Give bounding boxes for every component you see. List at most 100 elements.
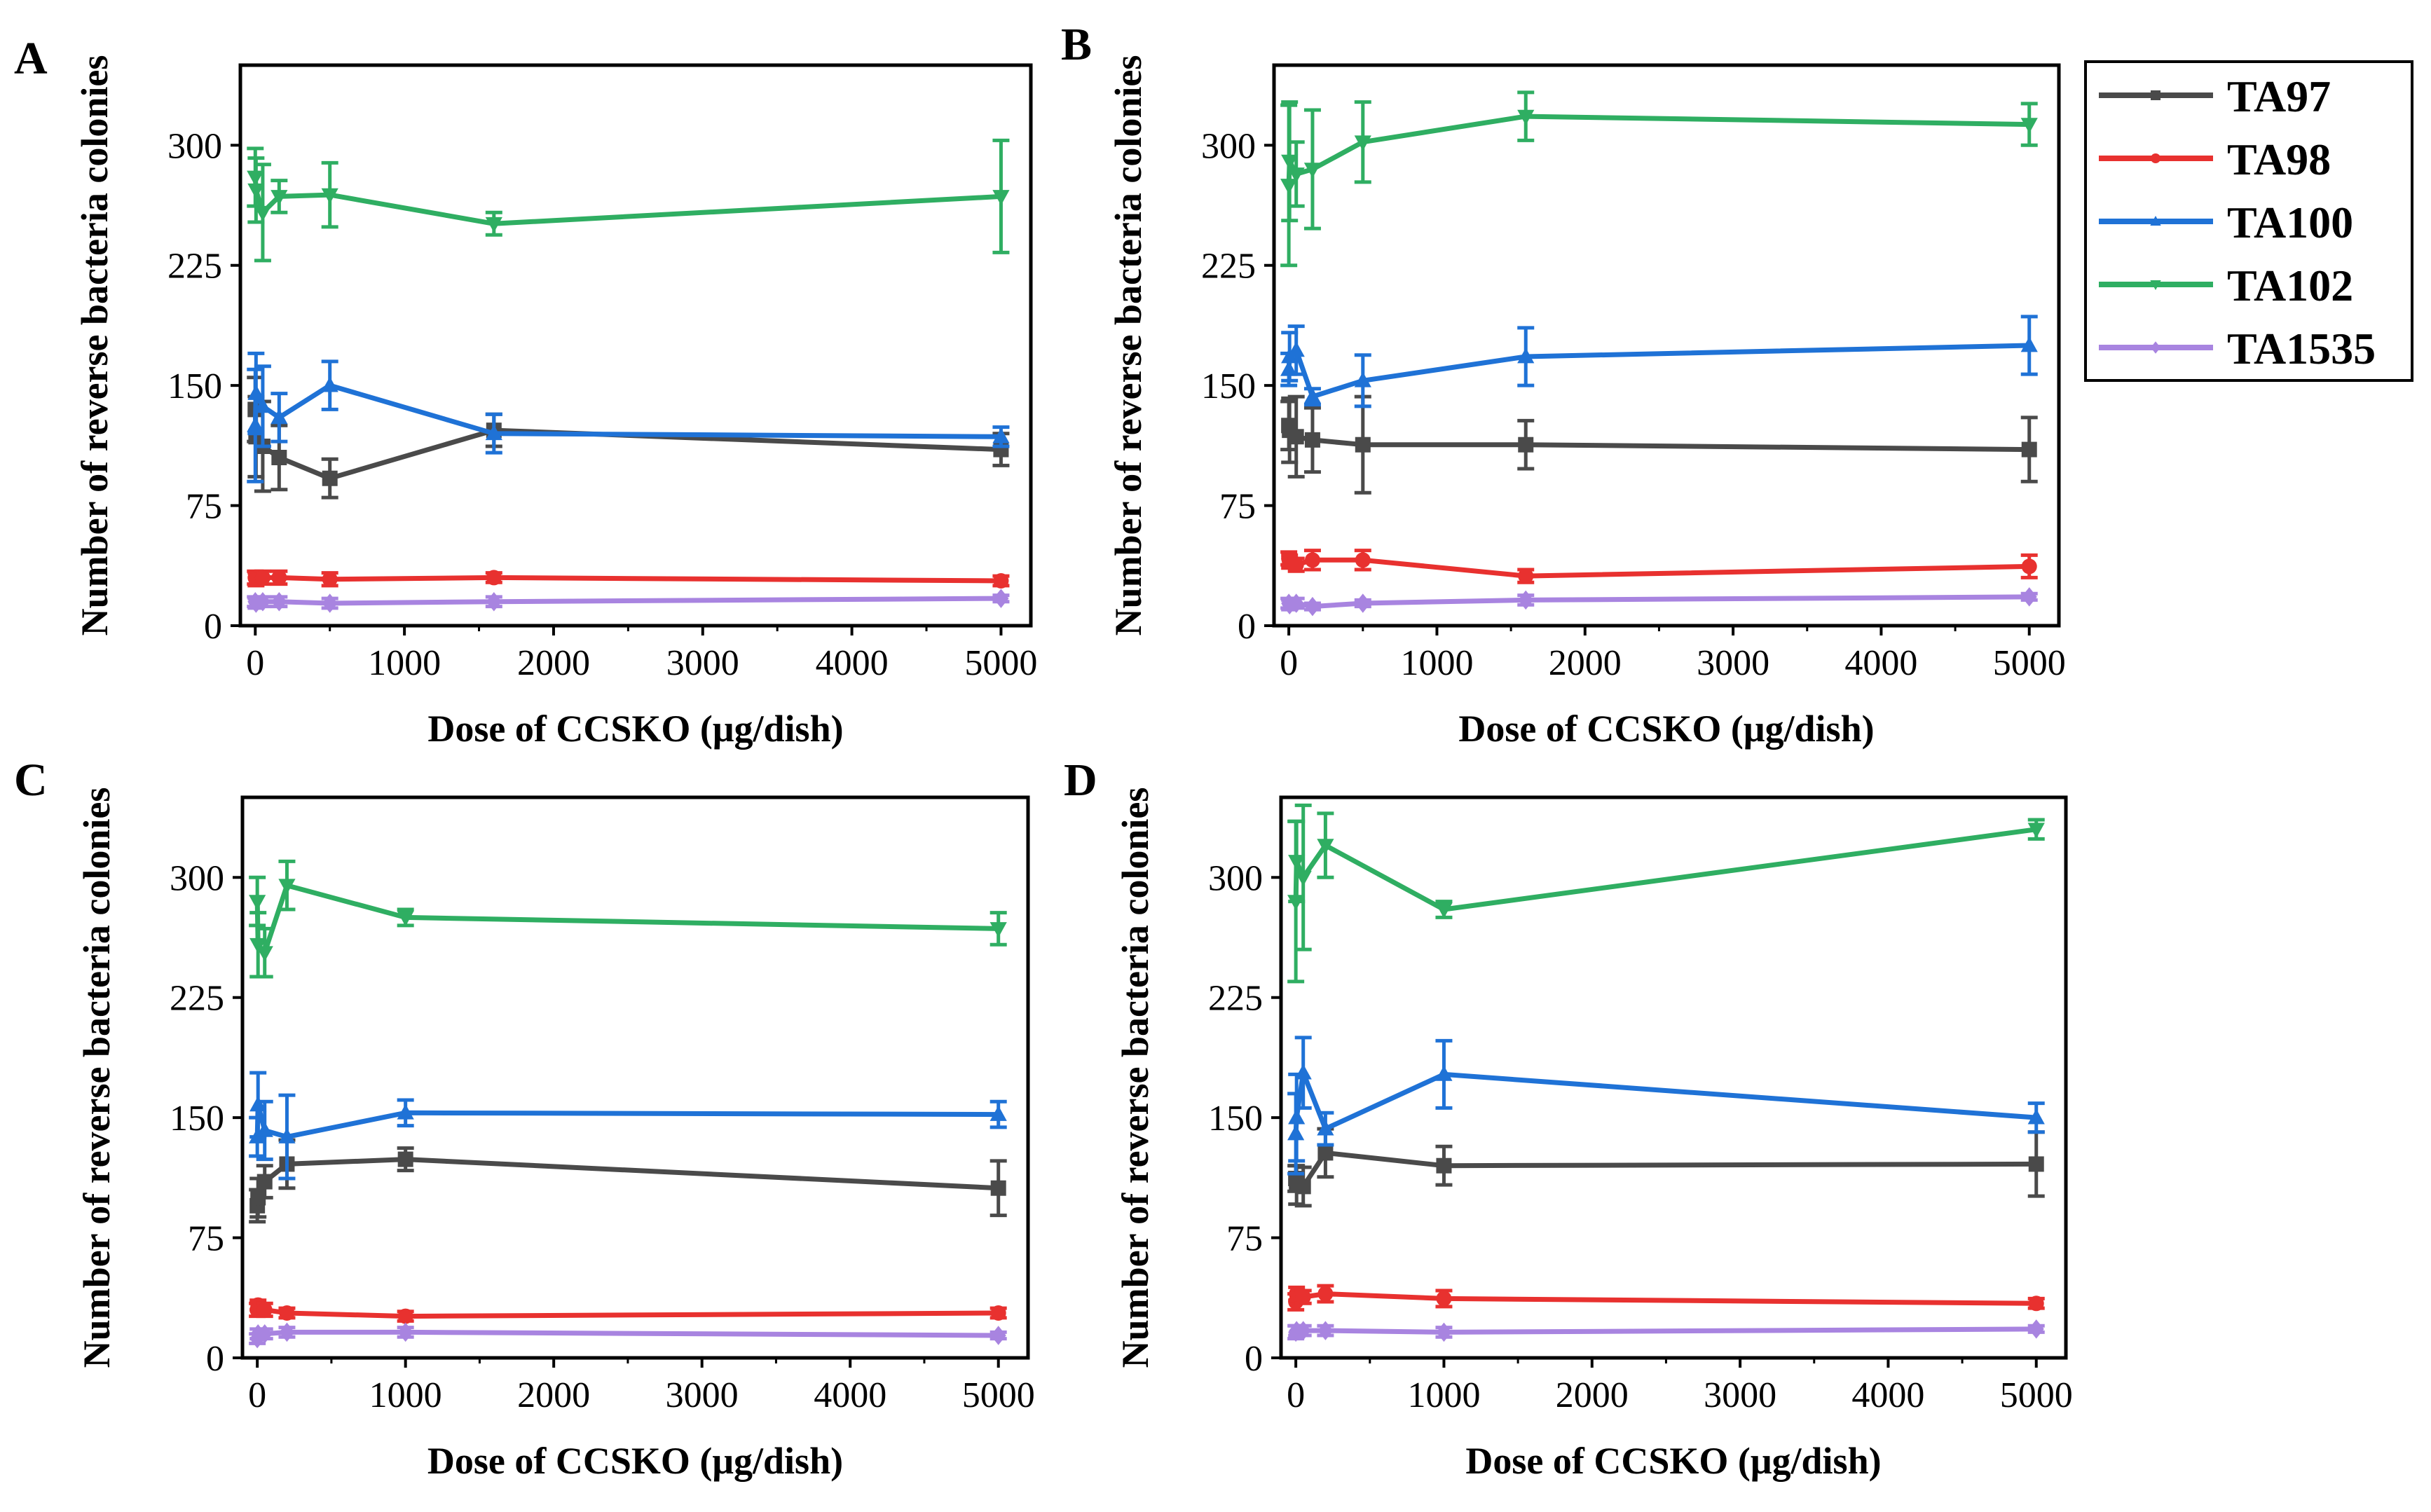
data-point bbox=[1355, 593, 1371, 613]
series-line bbox=[252, 177, 1001, 226]
x-tick-label: 2000 bbox=[1549, 643, 1622, 683]
data-point bbox=[271, 450, 287, 465]
data-point bbox=[1288, 1108, 1306, 1125]
x-tick-label: 5000 bbox=[1993, 643, 2066, 683]
x-tick-label: 0 bbox=[1287, 1375, 1305, 1415]
data-point bbox=[254, 205, 272, 221]
legend-marker bbox=[2150, 215, 2161, 226]
legend-marker bbox=[2150, 280, 2161, 291]
x-tick-label: 3000 bbox=[666, 1375, 739, 1415]
series-line bbox=[1293, 1070, 2036, 1134]
data-point bbox=[278, 1127, 296, 1143]
data-point bbox=[1317, 1321, 1334, 1340]
y-tick-label: 225 bbox=[167, 247, 222, 287]
series-ta100 bbox=[249, 1071, 1007, 1181]
series-line bbox=[1293, 1291, 2036, 1306]
data-point bbox=[322, 593, 338, 613]
data-point bbox=[1288, 557, 1304, 573]
data-point bbox=[1287, 167, 1305, 184]
data-point bbox=[2021, 587, 2037, 607]
data-point bbox=[485, 217, 502, 233]
x-axis-title: Dose of CCSKO (μg/dish) bbox=[427, 1440, 843, 1482]
data-point bbox=[247, 384, 265, 400]
data-point bbox=[1317, 839, 1334, 855]
series-line bbox=[253, 596, 1001, 606]
data-point bbox=[485, 425, 502, 441]
legend-marker bbox=[2151, 341, 2160, 354]
x-tick-label: 2000 bbox=[1556, 1375, 1629, 1415]
x-axis-title: Dose of CCSKO (μg/dish) bbox=[427, 708, 843, 750]
panel-label: D bbox=[1064, 755, 1097, 806]
data-point bbox=[1287, 341, 1305, 357]
data-point bbox=[321, 188, 338, 204]
data-point bbox=[1295, 1178, 1311, 1195]
series-ta102 bbox=[1280, 90, 2038, 268]
series-line bbox=[254, 1102, 999, 1140]
y-tick-label: 0 bbox=[206, 1339, 224, 1379]
series-ta102 bbox=[249, 859, 1007, 979]
data-point bbox=[1295, 1321, 1311, 1340]
series-line bbox=[254, 1329, 999, 1340]
y-tick-label: 0 bbox=[1245, 1339, 1263, 1379]
y-axis-title: Number of reverse bacteria colonies bbox=[74, 55, 116, 636]
x-tick-label: 4000 bbox=[1844, 643, 1917, 683]
x-tick-label: 0 bbox=[248, 1375, 266, 1415]
data-point bbox=[2028, 1295, 2044, 1312]
series-line bbox=[1286, 343, 2029, 399]
series-line bbox=[1286, 557, 2029, 579]
series-ta97 bbox=[1287, 1127, 2045, 1208]
y-tick-label: 300 bbox=[1208, 858, 1263, 898]
data-point bbox=[989, 1105, 1007, 1121]
data-point bbox=[1303, 387, 1322, 404]
x-tick-label: 4000 bbox=[816, 643, 889, 683]
x-tick-label: 1000 bbox=[369, 1375, 442, 1415]
data-point bbox=[1317, 1120, 1334, 1136]
series-ta100 bbox=[1280, 315, 2038, 408]
data-point bbox=[990, 1326, 1006, 1345]
legend-label: TA102 bbox=[2227, 261, 2353, 310]
data-point bbox=[322, 571, 338, 587]
data-point bbox=[1517, 348, 1535, 364]
data-point bbox=[486, 570, 502, 586]
data-point bbox=[254, 570, 271, 586]
data-point bbox=[271, 570, 287, 586]
data-point bbox=[1317, 1145, 1334, 1161]
data-point bbox=[2027, 1108, 2045, 1125]
x-tick-label: 2000 bbox=[517, 1375, 590, 1415]
data-point bbox=[1304, 596, 1320, 617]
x-tick-label: 5000 bbox=[962, 1375, 1035, 1415]
data-point bbox=[1303, 163, 1322, 179]
x-tick-label: 3000 bbox=[1697, 643, 1769, 683]
data-point bbox=[254, 397, 272, 413]
data-point bbox=[278, 879, 296, 895]
data-point bbox=[397, 911, 414, 927]
data-point bbox=[1518, 568, 1534, 584]
data-point bbox=[1288, 429, 1304, 445]
y-tick-label: 0 bbox=[204, 607, 222, 647]
data-point bbox=[1288, 855, 1306, 871]
x-axis-title: Dose of CCSKO (μg/dish) bbox=[1458, 708, 1874, 750]
y-tick-label: 75 bbox=[1219, 487, 1256, 527]
series-ta98 bbox=[1287, 1284, 2045, 1312]
data-point bbox=[2027, 823, 2045, 839]
series-ta1535 bbox=[1280, 587, 2038, 617]
data-point bbox=[1436, 1291, 1452, 1307]
data-point bbox=[1518, 437, 1534, 453]
data-point bbox=[397, 1322, 413, 1342]
data-point bbox=[247, 183, 265, 199]
data-point bbox=[322, 470, 338, 486]
legend-entry-ta1535: TA1535 bbox=[2099, 324, 2376, 373]
y-tick-label: 300 bbox=[1201, 126, 1256, 166]
y-tick-label: 150 bbox=[1201, 366, 1256, 406]
data-point bbox=[486, 591, 502, 612]
legend-entry-ta100: TA100 bbox=[2099, 198, 2353, 247]
y-axis-title: Number of reverse bacteria colonies bbox=[1114, 788, 1156, 1368]
x-tick-label: 3000 bbox=[666, 643, 739, 683]
data-point bbox=[2021, 441, 2037, 458]
y-tick-label: 0 bbox=[1238, 607, 1256, 647]
series-ta102 bbox=[247, 138, 1010, 263]
data-point bbox=[1281, 154, 1299, 170]
